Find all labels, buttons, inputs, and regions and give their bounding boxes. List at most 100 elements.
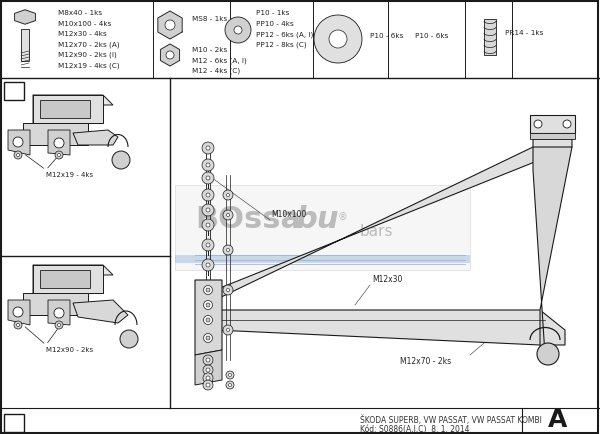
Bar bbox=[484, 19, 496, 55]
Circle shape bbox=[226, 371, 234, 379]
Text: ®: ® bbox=[338, 212, 348, 222]
Bar bbox=[40, 100, 90, 118]
Circle shape bbox=[206, 193, 210, 197]
Text: P10 - 6ks: P10 - 6ks bbox=[415, 33, 448, 39]
Circle shape bbox=[55, 321, 63, 329]
Circle shape bbox=[229, 384, 232, 387]
Text: M12 - 4ks (C): M12 - 4ks (C) bbox=[192, 67, 240, 73]
Polygon shape bbox=[8, 300, 30, 325]
Text: M8x40 - 1ks: M8x40 - 1ks bbox=[58, 10, 102, 16]
Circle shape bbox=[17, 154, 19, 157]
Circle shape bbox=[202, 219, 214, 231]
Text: Kód: S0886(A,I,C)  8. 1. 2014: Kód: S0886(A,I,C) 8. 1. 2014 bbox=[360, 425, 470, 434]
Bar bbox=[40, 270, 90, 288]
Circle shape bbox=[206, 243, 210, 247]
Circle shape bbox=[112, 151, 130, 169]
Circle shape bbox=[563, 120, 571, 128]
Text: PR14 - 1ks: PR14 - 1ks bbox=[505, 30, 544, 36]
Circle shape bbox=[227, 329, 229, 332]
Circle shape bbox=[206, 376, 210, 380]
Text: M12x30: M12x30 bbox=[372, 275, 403, 284]
Circle shape bbox=[13, 307, 23, 317]
Circle shape bbox=[227, 214, 229, 217]
Text: PP10 - 4ks: PP10 - 4ks bbox=[256, 20, 294, 26]
Circle shape bbox=[227, 194, 229, 197]
Circle shape bbox=[225, 17, 251, 43]
Circle shape bbox=[227, 249, 229, 251]
Circle shape bbox=[203, 373, 213, 383]
Polygon shape bbox=[160, 44, 179, 66]
Circle shape bbox=[203, 380, 213, 390]
Circle shape bbox=[223, 325, 233, 335]
Polygon shape bbox=[33, 95, 103, 123]
Circle shape bbox=[226, 381, 234, 389]
Circle shape bbox=[223, 245, 233, 255]
Circle shape bbox=[206, 383, 210, 387]
Text: MS8 - 1ks: MS8 - 1ks bbox=[192, 16, 227, 22]
Polygon shape bbox=[8, 130, 30, 155]
Text: M12x90 - 2ks: M12x90 - 2ks bbox=[46, 347, 93, 353]
Text: M10x100 - 4ks: M10x100 - 4ks bbox=[58, 20, 112, 26]
Circle shape bbox=[55, 151, 63, 159]
Circle shape bbox=[329, 30, 347, 48]
Text: P10 - 6ks: P10 - 6ks bbox=[370, 33, 403, 39]
Text: M12x19 - 4ks: M12x19 - 4ks bbox=[46, 172, 93, 178]
Polygon shape bbox=[195, 350, 222, 385]
Circle shape bbox=[165, 20, 175, 30]
Circle shape bbox=[202, 142, 214, 154]
Circle shape bbox=[203, 355, 213, 365]
Bar bbox=[530, 115, 575, 133]
Circle shape bbox=[206, 358, 210, 362]
Text: A: A bbox=[548, 408, 568, 432]
Polygon shape bbox=[33, 265, 103, 293]
Circle shape bbox=[120, 330, 138, 348]
Circle shape bbox=[223, 285, 233, 295]
Polygon shape bbox=[48, 300, 70, 325]
Circle shape bbox=[202, 159, 214, 171]
Text: PP12 - 8ks (C): PP12 - 8ks (C) bbox=[256, 42, 307, 48]
Polygon shape bbox=[48, 130, 70, 155]
Circle shape bbox=[166, 51, 174, 59]
Circle shape bbox=[223, 190, 233, 200]
Circle shape bbox=[203, 365, 213, 375]
Polygon shape bbox=[215, 139, 572, 300]
Circle shape bbox=[202, 204, 214, 216]
Circle shape bbox=[54, 138, 64, 148]
Bar bbox=[175, 185, 470, 270]
Circle shape bbox=[234, 26, 242, 34]
Circle shape bbox=[223, 210, 233, 220]
Polygon shape bbox=[73, 130, 118, 145]
Circle shape bbox=[206, 368, 210, 372]
Circle shape bbox=[206, 146, 210, 150]
Circle shape bbox=[203, 333, 212, 342]
Circle shape bbox=[206, 303, 210, 307]
Text: M12x19 - 4ks (C): M12x19 - 4ks (C) bbox=[58, 62, 119, 69]
Bar bbox=[4, 82, 24, 100]
Polygon shape bbox=[23, 123, 88, 145]
Polygon shape bbox=[14, 10, 35, 24]
Text: M12x90 - 2ks (I): M12x90 - 2ks (I) bbox=[58, 52, 117, 59]
Circle shape bbox=[202, 259, 214, 271]
Polygon shape bbox=[158, 11, 182, 39]
Text: PP12 - 6ks (A, I): PP12 - 6ks (A, I) bbox=[256, 31, 313, 37]
Circle shape bbox=[13, 137, 23, 147]
Circle shape bbox=[227, 289, 229, 292]
Circle shape bbox=[54, 308, 64, 318]
Text: M12x70 - 2ks (A): M12x70 - 2ks (A) bbox=[58, 42, 119, 48]
Text: M10 - 2ks: M10 - 2ks bbox=[192, 47, 227, 53]
Circle shape bbox=[206, 223, 210, 227]
Text: C: C bbox=[7, 84, 18, 99]
Text: bars: bars bbox=[360, 224, 394, 240]
Bar bbox=[530, 133, 575, 139]
Bar bbox=[4, 414, 24, 432]
Circle shape bbox=[229, 374, 232, 377]
Circle shape bbox=[202, 172, 214, 184]
Circle shape bbox=[314, 15, 362, 63]
Text: M12x30 - 4ks: M12x30 - 4ks bbox=[58, 31, 107, 37]
Circle shape bbox=[206, 163, 210, 167]
Circle shape bbox=[206, 263, 210, 267]
Circle shape bbox=[537, 343, 559, 365]
Polygon shape bbox=[533, 147, 572, 355]
Text: M12x70 - 2ks: M12x70 - 2ks bbox=[400, 357, 451, 366]
Circle shape bbox=[534, 120, 542, 128]
